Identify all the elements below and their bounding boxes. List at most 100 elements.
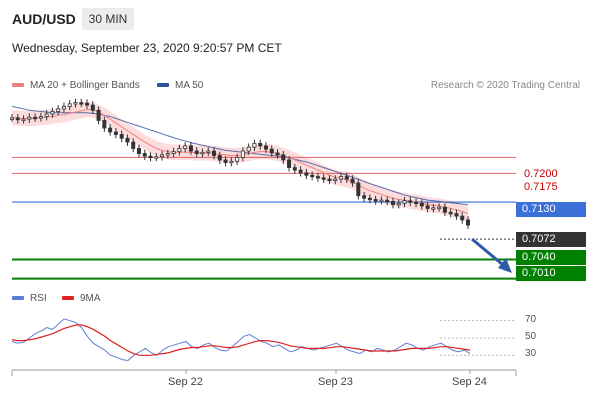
candle-body-44: [263, 145, 268, 150]
candle-body-31: [188, 145, 193, 152]
candle-body-6: [44, 113, 49, 117]
x-tick-sep24: Sep 24: [452, 376, 487, 388]
candle-body-50: [298, 169, 303, 174]
ma50-line: [11, 105, 469, 206]
rsi-swatch: [12, 296, 24, 301]
projection-arrow-line: [471, 237, 503, 266]
candle-body-21: [131, 141, 136, 149]
candle-body-68: [402, 200, 407, 204]
candle-body-14: [90, 104, 95, 111]
currency-pair: AUD/USD: [12, 11, 76, 27]
candle-body-60: [356, 182, 361, 197]
candle-body-26: [160, 154, 165, 158]
candle-body-72: [425, 205, 430, 209]
candle-body-32: [194, 150, 199, 154]
legend-ma50: MA 50: [157, 80, 203, 91]
candle-body-66: [390, 201, 395, 206]
legend-ma50-label: MA 50: [175, 80, 204, 91]
candle-body-41: [246, 146, 251, 152]
legend-rsi-label: RSI: [30, 293, 47, 304]
candle-body-78: [460, 215, 465, 221]
level-label-5: 0.7010: [516, 266, 586, 281]
x-tick-sep23: Sep 23: [318, 376, 353, 388]
level-label-0: 0.7200: [524, 168, 558, 180]
candle-body-64: [379, 199, 384, 203]
candle-body-75: [442, 206, 447, 213]
candle-body-70: [414, 201, 419, 204]
candle-body-16: [102, 120, 107, 129]
candle-body-17: [108, 127, 113, 133]
candle-body-1: [15, 117, 20, 121]
candle-body-61: [362, 195, 367, 199]
projection-arrow-head: [498, 258, 512, 274]
candle-body-69: [408, 200, 413, 203]
candle-body-47: [281, 154, 286, 161]
candle-body-25: [154, 156, 159, 159]
candle-body-33: [200, 151, 205, 155]
level-label-4: 0.7040: [516, 250, 586, 265]
candle-body-46: [275, 152, 280, 156]
candle-body-35: [212, 150, 217, 156]
level-label-1: 0.7175: [524, 181, 558, 193]
candle-body-53: [315, 176, 320, 179]
legend-9ma: 9MA: [62, 293, 101, 304]
legend-ma20-label: MA 20 + Bollinger Bands: [30, 80, 140, 91]
candle-body-19: [119, 134, 124, 139]
candle-body-59: [350, 178, 355, 184]
candle-body-34: [206, 150, 211, 153]
candle-body-54: [321, 177, 326, 180]
candle-body-56: [333, 178, 338, 182]
candle-body-74: [437, 206, 442, 210]
rsi-tick-30: 30: [525, 348, 537, 359]
candle-body-77: [454, 213, 459, 217]
x-tick-sep22: Sep 22: [168, 376, 203, 388]
candle-body-30: [183, 145, 188, 149]
chart-datetime: Wednesday, September 23, 2020 9:20:57 PM…: [12, 41, 282, 55]
candle-body-49: [292, 167, 297, 171]
candle-body-57: [339, 176, 344, 180]
candle-body-11: [73, 102, 78, 105]
candle-body-27: [165, 153, 170, 156]
candle-body-71: [419, 202, 424, 207]
candle-body-42: [252, 142, 257, 148]
candle-body-7: [50, 111, 55, 115]
rsi-9ma-line: [11, 324, 471, 356]
candle-body-65: [385, 199, 390, 203]
candle-body-39: [235, 157, 240, 162]
candle-body-12: [79, 102, 84, 105]
candle-body-9: [61, 105, 66, 110]
timeframe-button[interactable]: 30 MIN: [82, 8, 134, 30]
candle-body-28: [171, 151, 176, 154]
candle-body-0: [9, 117, 14, 120]
candle-body-43: [258, 142, 263, 147]
candle-body-22: [136, 148, 141, 154]
candle-body-79: [465, 219, 470, 226]
candle-body-3: [27, 116, 32, 120]
candle-body-13: [85, 102, 90, 106]
candle-body-18: [113, 131, 118, 135]
level-label-2: 0.7130: [516, 202, 586, 217]
candle-body-23: [142, 153, 147, 157]
candle-body-48: [287, 159, 292, 169]
candle-body-15: [96, 109, 101, 121]
legend-ma20: MA 20 + Bollinger Bands: [12, 80, 140, 91]
ma20-swatch: [12, 83, 24, 88]
ma9-swatch: [62, 296, 74, 301]
bollinger-band: [12, 101, 468, 222]
candle-body-10: [67, 103, 72, 107]
candle-body-76: [448, 211, 453, 215]
candle-body-5: [38, 116, 43, 119]
candle-body-52: [310, 174, 315, 178]
ma50-swatch: [157, 83, 169, 88]
candle-body-37: [223, 159, 228, 163]
rsi-tick-70: 70: [525, 314, 537, 325]
candle-body-67: [396, 202, 401, 206]
candle-body-8: [56, 108, 61, 112]
current-price-label: 0.7072: [516, 232, 586, 247]
candle-body-58: [344, 176, 349, 180]
candle-body-63: [373, 199, 378, 202]
candle-body-40: [240, 150, 245, 158]
candle-body-55: [327, 178, 332, 182]
rsi-tick-50: 50: [525, 331, 537, 342]
